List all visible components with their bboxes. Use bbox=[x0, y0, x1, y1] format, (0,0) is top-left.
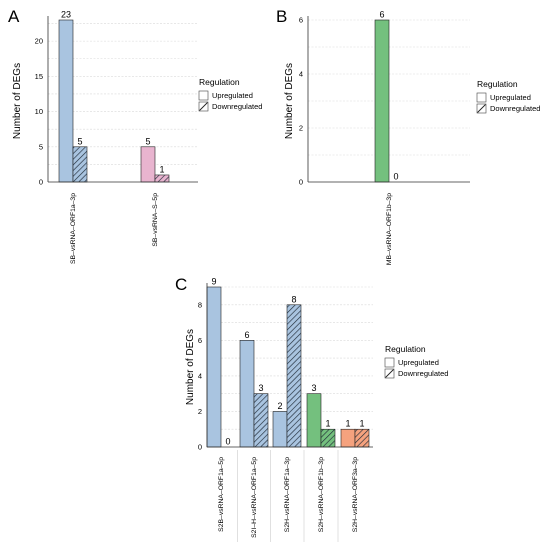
legend-swatch-upregulated bbox=[476, 92, 487, 103]
bar-downregulated-hatch bbox=[155, 174, 169, 182]
y-tick-label: 15 bbox=[35, 72, 43, 81]
legend-swatch-upregulated bbox=[198, 90, 209, 101]
data-label: 5 bbox=[145, 136, 150, 146]
x-tick-label: S2H–vsRNA–ORF1a–3p bbox=[284, 457, 291, 532]
legend-hatch-line bbox=[199, 102, 208, 111]
y-axis-title: Number of DEGs bbox=[185, 329, 196, 405]
y-tick-label: 0 bbox=[39, 178, 43, 187]
bar-upregulated bbox=[58, 19, 74, 183]
data-label: 9 bbox=[211, 277, 216, 287]
legend-item-upregulated: Upregulated bbox=[398, 358, 439, 367]
data-label: 6 bbox=[379, 10, 384, 20]
y-tick-label: 8 bbox=[198, 300, 202, 309]
bar-upregulated bbox=[340, 428, 356, 448]
panel-label: B bbox=[276, 7, 287, 26]
data-label: 8 bbox=[291, 294, 296, 304]
bar-downregulated-hatch bbox=[355, 429, 369, 447]
bar-upregulated bbox=[140, 146, 156, 183]
legend-title: Regulation bbox=[477, 79, 518, 89]
x-tick-label: S2I–H–vsRNA–ORF1a–5p bbox=[251, 457, 258, 538]
bar-upregulated bbox=[206, 286, 222, 448]
data-label: 1 bbox=[345, 419, 350, 429]
bar-downregulated-hatch bbox=[254, 393, 268, 447]
data-label: 3 bbox=[258, 383, 263, 393]
bar-upregulated bbox=[374, 19, 390, 183]
panel-label: C bbox=[175, 275, 187, 294]
legend-hatch-line bbox=[385, 369, 394, 378]
bar-downregulated-hatch bbox=[287, 304, 301, 447]
x-tick-label: SB–vsRNA–S–5p bbox=[152, 193, 159, 247]
y-tick-label: 2 bbox=[198, 407, 202, 416]
x-tick-label: S2H–vsRNA–ORF1b–3p bbox=[318, 457, 325, 532]
y-tick-label: 6 bbox=[198, 336, 202, 345]
data-label: 6 bbox=[244, 330, 249, 340]
legend-item-upregulated: Upregulated bbox=[212, 91, 253, 100]
x-tick-label: MB–vsRNA–ORF1b–3p bbox=[386, 193, 393, 265]
legend-item-downregulated: Downregulated bbox=[490, 104, 540, 113]
legend-item-downregulated: Downregulated bbox=[398, 369, 448, 378]
bar-upregulated bbox=[306, 393, 322, 448]
data-label: 0 bbox=[225, 437, 230, 447]
y-tick-label: 4 bbox=[299, 70, 303, 79]
bar-upregulated bbox=[239, 340, 255, 448]
x-tick-label: S2B–vsRNA–ORF1a–5p bbox=[218, 457, 225, 532]
y-tick-label: 10 bbox=[35, 107, 43, 116]
y-tick-label: 20 bbox=[35, 37, 43, 46]
bar-upregulated bbox=[272, 411, 288, 448]
legend-hatch-line bbox=[477, 104, 486, 113]
panel-label: A bbox=[8, 7, 20, 26]
x-tick-label: SB–vsRNA–ORF1a–3p bbox=[70, 193, 77, 264]
y-tick-label: 2 bbox=[299, 124, 303, 133]
bar-downregulated-hatch bbox=[321, 429, 335, 447]
x-tick-label: S2H–vsRNA–ORF3a–3p bbox=[352, 457, 359, 532]
legend-title: Regulation bbox=[385, 344, 426, 354]
legend-item-upregulated: Upregulated bbox=[490, 93, 531, 102]
data-label: 23 bbox=[61, 10, 71, 20]
data-label: 1 bbox=[359, 419, 364, 429]
y-tick-label: 5 bbox=[39, 142, 43, 151]
data-label: 5 bbox=[77, 136, 82, 146]
panel-c: C 0 2 4 6 8 Number of DEGs 9 0 S2B–vsRNA–ORF1a–5p… bbox=[175, 275, 448, 542]
data-label: 1 bbox=[325, 419, 330, 429]
data-label: 0 bbox=[393, 172, 398, 182]
panel-b: B 0 2 4 6 Number of DEGs 6 0 MB–vsRNA–ORF1b–3p Re… bbox=[276, 7, 540, 265]
data-label: 1 bbox=[159, 164, 164, 174]
legend-title: Regulation bbox=[199, 77, 240, 87]
data-label: 2 bbox=[277, 401, 282, 411]
y-tick-label: 4 bbox=[198, 371, 202, 380]
legend-swatch-upregulated bbox=[384, 357, 395, 368]
legend-item-downregulated: Downregulated bbox=[212, 102, 262, 111]
y-tick-label: 0 bbox=[198, 443, 202, 452]
data-label: 3 bbox=[311, 383, 316, 393]
y-tick-label: 0 bbox=[299, 178, 303, 187]
bar-downregulated-hatch bbox=[73, 146, 87, 182]
y-axis-title: Number of DEGs bbox=[12, 63, 23, 139]
y-tick-label: 6 bbox=[299, 16, 303, 25]
y-axis-title: Number of DEGs bbox=[284, 63, 295, 139]
